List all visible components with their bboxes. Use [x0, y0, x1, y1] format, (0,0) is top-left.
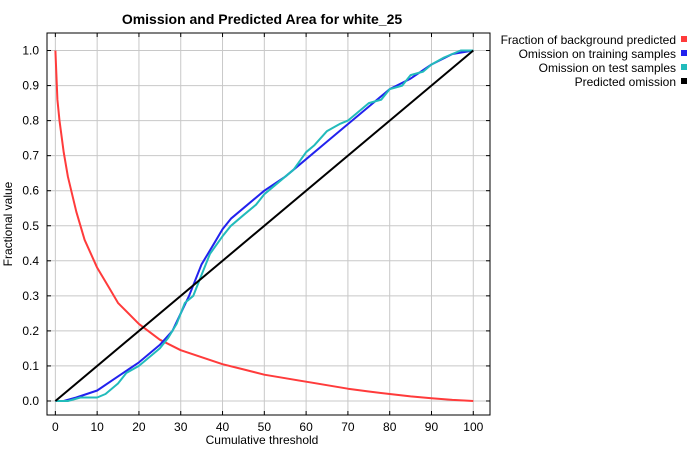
- x-tick-label: 70: [341, 420, 355, 434]
- y-tick-labels: 0.0 0.1 0.2 0.3 0.4 0.5 0.6 0.7 0.8 0.9 1.0: [22, 44, 39, 408]
- legend-background-predicted-label: Fraction of background predicted: [501, 33, 676, 47]
- x-tick-label: 100: [463, 420, 483, 434]
- y-tick-label: 0.2: [22, 324, 39, 338]
- test-omission-line: [55, 49, 474, 402]
- y-tick-label: 0.7: [22, 149, 39, 163]
- legend-test-omission-label: Omission on test samples: [539, 61, 676, 75]
- chart-title: Omission and Predicted Area for white_25: [122, 11, 403, 27]
- x-tick-label: 90: [425, 420, 439, 434]
- legend-test-omission-swatch: [681, 64, 687, 70]
- x-tick-label: 0: [52, 420, 59, 434]
- y-tick-label: 0.5: [22, 219, 39, 233]
- x-tick-label: 40: [216, 420, 230, 434]
- predicted-omission-line: [54, 49, 474, 402]
- legend-training-omission-swatch: [681, 50, 687, 56]
- legend-training-omission-label: Omission on training samples: [519, 47, 676, 61]
- y-axis-label: Fractional value: [1, 181, 15, 266]
- y-tick-label: 0.4: [22, 254, 39, 268]
- legend-predicted-omission-label: Predicted omission: [575, 75, 676, 89]
- y-tick-label: 0.1: [22, 359, 39, 373]
- x-tick-label: 80: [383, 420, 397, 434]
- y-tick-label: 0.8: [22, 114, 39, 128]
- x-tick-label: 50: [258, 420, 272, 434]
- x-tick-label: 30: [174, 420, 188, 434]
- y-tick-label: 1.0: [22, 44, 39, 58]
- series-lines: [54, 49, 474, 402]
- x-tick-label: 10: [90, 420, 104, 434]
- y-tick-label: 0.3: [22, 289, 39, 303]
- legend: Fraction of background predictedOmission…: [501, 33, 687, 89]
- plot-frame: [46, 32, 491, 416]
- legend-predicted-omission-swatch: [681, 78, 687, 84]
- legend-background-predicted-swatch: [681, 36, 687, 42]
- y-tick-label: 0.0: [22, 394, 39, 408]
- y-tick-label: 0.6: [22, 184, 39, 198]
- grid: [47, 33, 490, 415]
- x-tick-labels: 0 10 20 30 40 50 60 70 80 90 100: [52, 420, 484, 434]
- y-tick-label: 0.9: [22, 79, 39, 93]
- background-predicted-line: [54, 50, 474, 402]
- x-tick-label: 60: [299, 420, 313, 434]
- x-tick-label: 20: [132, 420, 146, 434]
- x-axis-label: Cumulative threshold: [206, 433, 319, 447]
